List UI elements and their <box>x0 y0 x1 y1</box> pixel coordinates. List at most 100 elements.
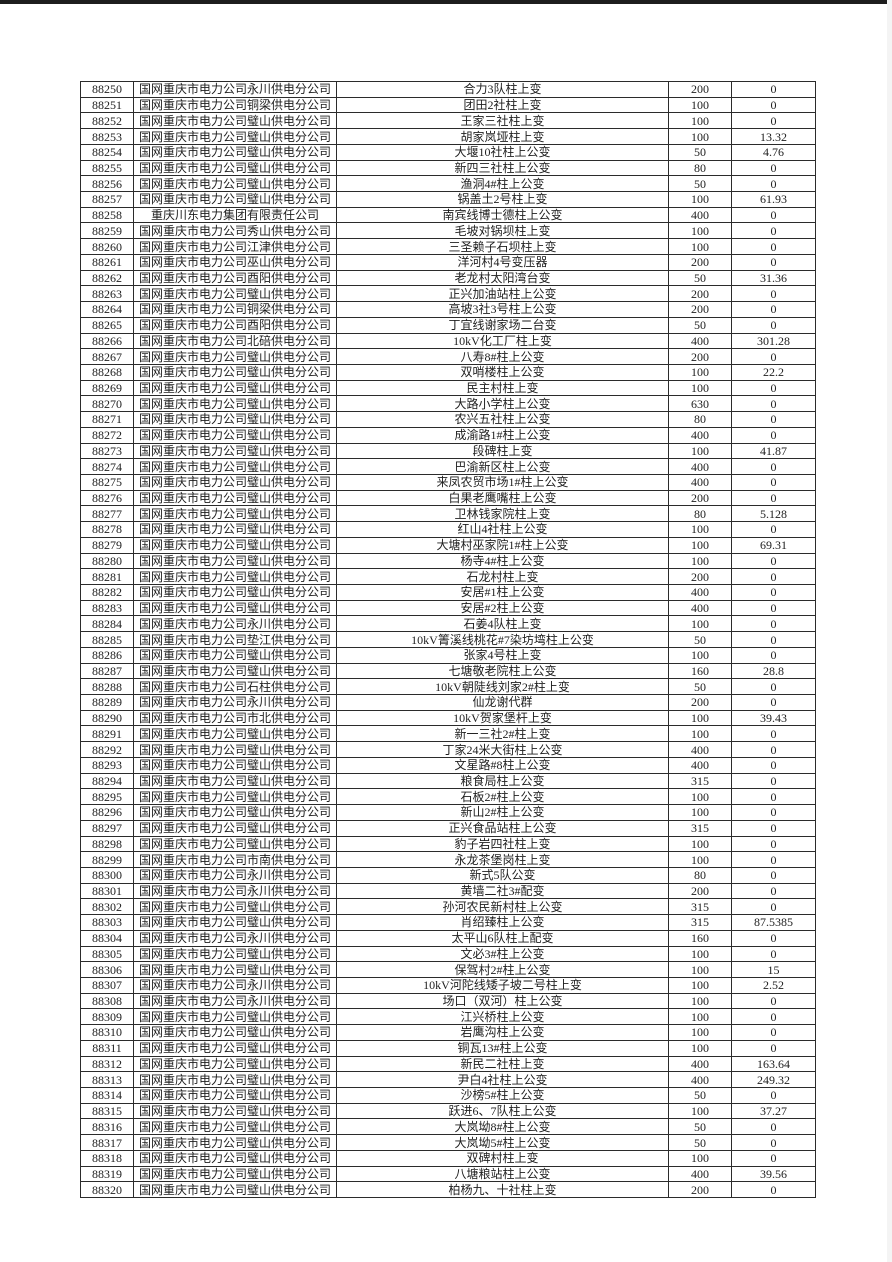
cell-equipment-name: 安居#2柱上公变 <box>336 599 669 617</box>
cell-company-name: 国网重庆市电力公司璧山供电分公司 <box>133 1134 337 1151</box>
cell-value: 0 <box>731 819 816 837</box>
table-row: 88251 国网重庆市电力公司铜梁供电分公司 团田2社柱上变 100 0 <box>80 96 816 114</box>
cell-capacity: 100 <box>668 222 732 240</box>
table-row: 88306 国网重庆市电力公司璧山供电分公司 保驾村2#柱上公变 100 15 <box>80 961 816 978</box>
cell-company-name: 国网重庆市电力公司璧山供电分公司 <box>133 489 337 507</box>
cell-company-name: 国网重庆市电力公司璧山供电分公司 <box>133 662 337 680</box>
cell-capacity: 100 <box>668 851 732 868</box>
cell-value: 5.128 <box>731 505 816 523</box>
cell-value: 39.56 <box>731 1165 816 1183</box>
cell-value: 4.76 <box>731 143 816 161</box>
cell-record-id: 88259 <box>80 222 134 240</box>
cell-record-id: 88308 <box>80 992 134 1010</box>
table-row: 88297 国网重庆市电力公司璧山供电分公司 正兴食品站柱上公变 315 0 <box>80 819 816 837</box>
cell-company-name: 国网重庆市电力公司璧山供电分公司 <box>133 788 337 806</box>
cell-capacity: 400 <box>668 599 732 617</box>
cell-capacity: 400 <box>668 741 732 758</box>
cell-capacity: 80 <box>668 411 732 428</box>
cell-company-name: 国网重庆市电力公司铜梁供电分公司 <box>133 96 337 114</box>
cell-company-name: 国网重庆市电力公司璧山供电分公司 <box>133 1055 337 1073</box>
cell-record-id: 88279 <box>80 536 134 554</box>
cell-value: 301.28 <box>731 332 816 350</box>
cell-capacity: 400 <box>668 473 732 491</box>
cell-value: 0 <box>731 96 816 114</box>
cell-capacity: 50 <box>668 175 732 193</box>
table-row: 88284 国网重庆市电力公司永川供电分公司 石姜4队柱上变 100 0 <box>80 615 816 633</box>
table-row: 88268 国网重庆市电力公司璧山供电分公司 双哨楼柱上公变 100 22.2 <box>80 363 816 381</box>
cell-equipment-name: 八塘粮站柱上公变 <box>336 1165 669 1183</box>
cell-record-id: 88319 <box>80 1165 134 1183</box>
table-row: 88260 国网重庆市电力公司江津供电分公司 三圣赖子石坝柱上变 100 0 <box>80 238 816 255</box>
cell-capacity: 100 <box>668 646 732 664</box>
table-row: 88259 国网重庆市电力公司秀山供电分公司 毛坡对锅坝柱上变 100 0 <box>80 222 816 240</box>
table-row: 88312 国网重庆市电力公司璧山供电分公司 新民二社柱上变 400 163.64 <box>80 1055 816 1073</box>
table-row: 88267 国网重庆市电力公司璧山供电分公司 八寿8#柱上公变 200 0 <box>80 348 816 365</box>
cell-value: 61.93 <box>731 191 816 208</box>
cell-equipment-name: 跃进6、7队柱上公变 <box>336 1102 669 1120</box>
cell-value: 0 <box>731 552 816 570</box>
cell-value: 163.64 <box>731 1055 816 1073</box>
cell-company-name: 国网重庆市电力公司酉阳供电分公司 <box>133 269 337 287</box>
cell-capacity: 200 <box>668 81 732 98</box>
cell-company-name: 国网重庆市电力公司璧山供电分公司 <box>133 725 337 743</box>
cell-equipment-name: 10kV朝陡线刘家2#柱上变 <box>336 678 669 696</box>
cell-equipment-name: 石龙村柱上变 <box>336 568 669 585</box>
cell-record-id: 88262 <box>80 269 134 287</box>
cell-equipment-name: 黄墙二社3#配变 <box>336 882 669 900</box>
cell-record-id: 88274 <box>80 458 134 475</box>
cell-company-name: 国网重庆市电力公司璧山供电分公司 <box>133 1008 337 1026</box>
cell-capacity: 50 <box>668 143 732 161</box>
cell-record-id: 88251 <box>80 96 134 114</box>
cell-company-name: 国网重庆市电力公司璧山供电分公司 <box>133 363 337 381</box>
cell-company-name: 国网重庆市电力公司璧山供电分公司 <box>133 1149 337 1167</box>
cell-equipment-name: 杨寺4#柱上公变 <box>336 552 669 570</box>
cell-equipment-name: 新式5队公变 <box>336 866 669 884</box>
transformer-table-body: 88250 国网重庆市电力公司永川供电分公司 合力3队柱上变 200 0 88251 国网重… <box>80 81 816 1199</box>
table-row: 88256 国网重庆市电力公司璧山供电分公司 渔洞4#柱上公变 50 0 <box>80 175 816 193</box>
cell-equipment-name: 石姜4队柱上变 <box>336 615 669 633</box>
cell-record-id: 88280 <box>80 552 134 570</box>
cell-record-id: 88288 <box>80 678 134 696</box>
table-row: 88250 国网重庆市电力公司永川供电分公司 合力3队柱上变 200 0 <box>80 81 816 98</box>
cell-capacity: 100 <box>668 1149 732 1167</box>
cell-company-name: 国网重庆市电力公司璧山供电分公司 <box>133 442 337 460</box>
cell-capacity: 400 <box>668 756 732 774</box>
cell-capacity: 100 <box>668 552 732 570</box>
cell-value: 0 <box>731 851 816 868</box>
cell-company-name: 国网重庆市电力公司市南供电分公司 <box>133 851 337 868</box>
cell-record-id: 88291 <box>80 725 134 743</box>
cell-record-id: 88281 <box>80 568 134 585</box>
cell-equipment-name: 南宾线博士德柱上公变 <box>336 206 669 224</box>
cell-equipment-name: 文必3#柱上公变 <box>336 945 669 963</box>
cell-value: 0 <box>731 473 816 491</box>
cell-record-id: 88258 <box>80 206 134 224</box>
cell-value: 0 <box>731 599 816 617</box>
cell-company-name: 国网重庆市电力公司璧山供电分公司 <box>133 536 337 554</box>
cell-value: 0 <box>731 772 816 790</box>
cell-value: 0 <box>731 615 816 633</box>
cell-equipment-name: 三圣赖子石坝柱上变 <box>336 238 669 255</box>
cell-record-id: 88286 <box>80 646 134 664</box>
cell-record-id: 88287 <box>80 662 134 680</box>
cell-capacity: 100 <box>668 536 732 554</box>
table-row: 88304 国网重庆市电力公司永川供电分公司 太平山6队柱上配变 160 0 <box>80 929 816 947</box>
table-row: 88295 国网重庆市电力公司璧山供电分公司 石板2#柱上公变 100 0 <box>80 788 816 806</box>
cell-capacity: 160 <box>668 929 732 947</box>
cell-record-id: 88266 <box>80 332 134 350</box>
cell-capacity: 100 <box>668 191 732 208</box>
cell-company-name: 国网重庆市电力公司璧山供电分公司 <box>133 1181 337 1199</box>
cell-company-name: 国网重庆市电力公司璧山供电分公司 <box>133 112 337 130</box>
table-row: 88302 国网重庆市电力公司璧山供电分公司 孙河农民新村柱上公变 315 0 <box>80 898 816 916</box>
table-row: 88319 国网重庆市电力公司璧山供电分公司 八塘粮站柱上公变 400 39.56 <box>80 1165 816 1183</box>
cell-record-id: 88309 <box>80 1008 134 1026</box>
cell-value: 0 <box>731 804 816 821</box>
table-row: 88271 国网重庆市电力公司璧山供电分公司 农兴五社柱上公变 80 0 <box>80 411 816 428</box>
cell-value: 0 <box>731 631 816 648</box>
cell-company-name: 国网重庆市电力公司垫江供电分公司 <box>133 631 337 648</box>
cell-record-id: 88269 <box>80 379 134 397</box>
cell-equipment-name: 红山4社柱上公变 <box>336 521 669 538</box>
cell-equipment-name: 卫林钱家院柱上变 <box>336 505 669 523</box>
cell-company-name: 国网重庆市电力公司秀山供电分公司 <box>133 222 337 240</box>
cell-company-name: 国网重庆市电力公司璧山供电分公司 <box>133 772 337 790</box>
cell-capacity: 200 <box>668 568 732 585</box>
